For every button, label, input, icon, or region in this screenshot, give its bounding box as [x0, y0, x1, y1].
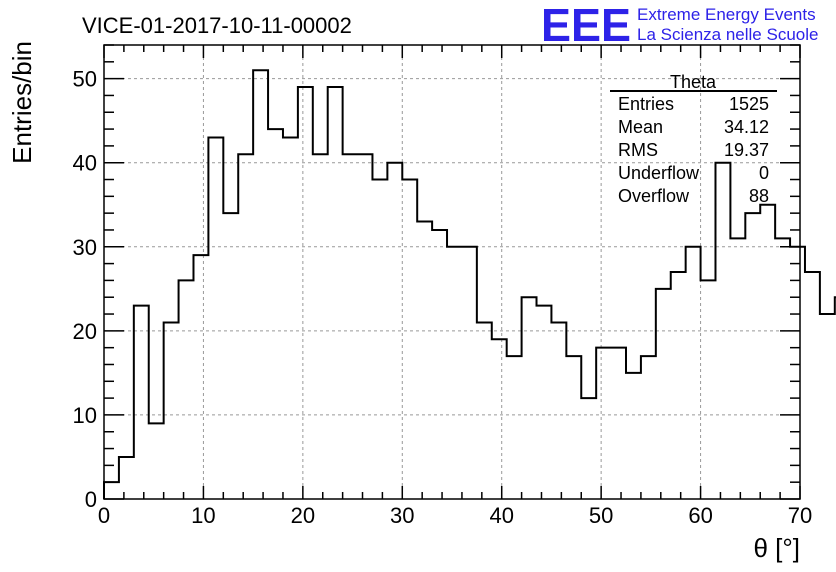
- logo-line-1: Extreme Energy Events: [637, 5, 816, 24]
- stats-value: 19.37: [724, 140, 769, 160]
- y-axis-title: Entries/bin: [7, 41, 37, 164]
- stats-label: Entries: [618, 94, 674, 114]
- y-tick-label: 0: [85, 487, 97, 512]
- logo-letters: EEE: [541, 0, 631, 51]
- stats-box: Theta Entries 1525 Mean 34.12 RMS 19.37 Underf…: [610, 72, 777, 206]
- stats-value: 1525: [729, 94, 769, 114]
- stats-title: Theta: [670, 72, 717, 92]
- x-tick-label: 60: [688, 503, 712, 528]
- x-tick-label: 10: [191, 503, 215, 528]
- stats-value: 0: [759, 163, 769, 183]
- stats-label: Underflow: [618, 163, 700, 183]
- stats-label: RMS: [618, 140, 658, 160]
- x-tick-label: 70: [788, 503, 812, 528]
- x-tick-labels: 0 10 20 30 40 50 60 70: [98, 503, 812, 528]
- stats-label: Mean: [618, 117, 663, 137]
- stats-rows: Entries 1525 Mean 34.12 RMS 19.37 Underflow 0 Ov…: [618, 94, 769, 206]
- y-tick-label: 10: [73, 403, 97, 428]
- stats-value: 88: [749, 186, 769, 206]
- grid: [104, 45, 800, 499]
- stats-label: Overflow: [618, 186, 690, 206]
- logo-line-2: La Scienza nelle Scuole: [637, 25, 818, 44]
- chart-title: VICE-01-2017-10-11-00002: [82, 13, 352, 38]
- y-tick-label: 20: [73, 319, 97, 344]
- y-tick-label: 30: [73, 235, 97, 260]
- stats-value: 34.12: [724, 117, 769, 137]
- axis-ticks: [103, 44, 801, 500]
- x-axis-title: θ [°]: [753, 533, 800, 563]
- x-tick-label: 20: [291, 503, 315, 528]
- x-tick-label: 0: [98, 503, 110, 528]
- x-tick-label: 40: [489, 503, 513, 528]
- histogram-series: [103, 69, 836, 499]
- y-tick-labels: 0 10 20 30 40 50: [73, 67, 97, 512]
- y-tick-label: 50: [73, 67, 97, 92]
- plot-frame: [103, 44, 801, 500]
- x-tick-label: 50: [589, 503, 613, 528]
- eee-logo: EEE Extreme Energy Events La Scienza nel…: [541, 0, 818, 51]
- x-tick-label: 30: [390, 503, 414, 528]
- y-tick-label: 40: [73, 151, 97, 176]
